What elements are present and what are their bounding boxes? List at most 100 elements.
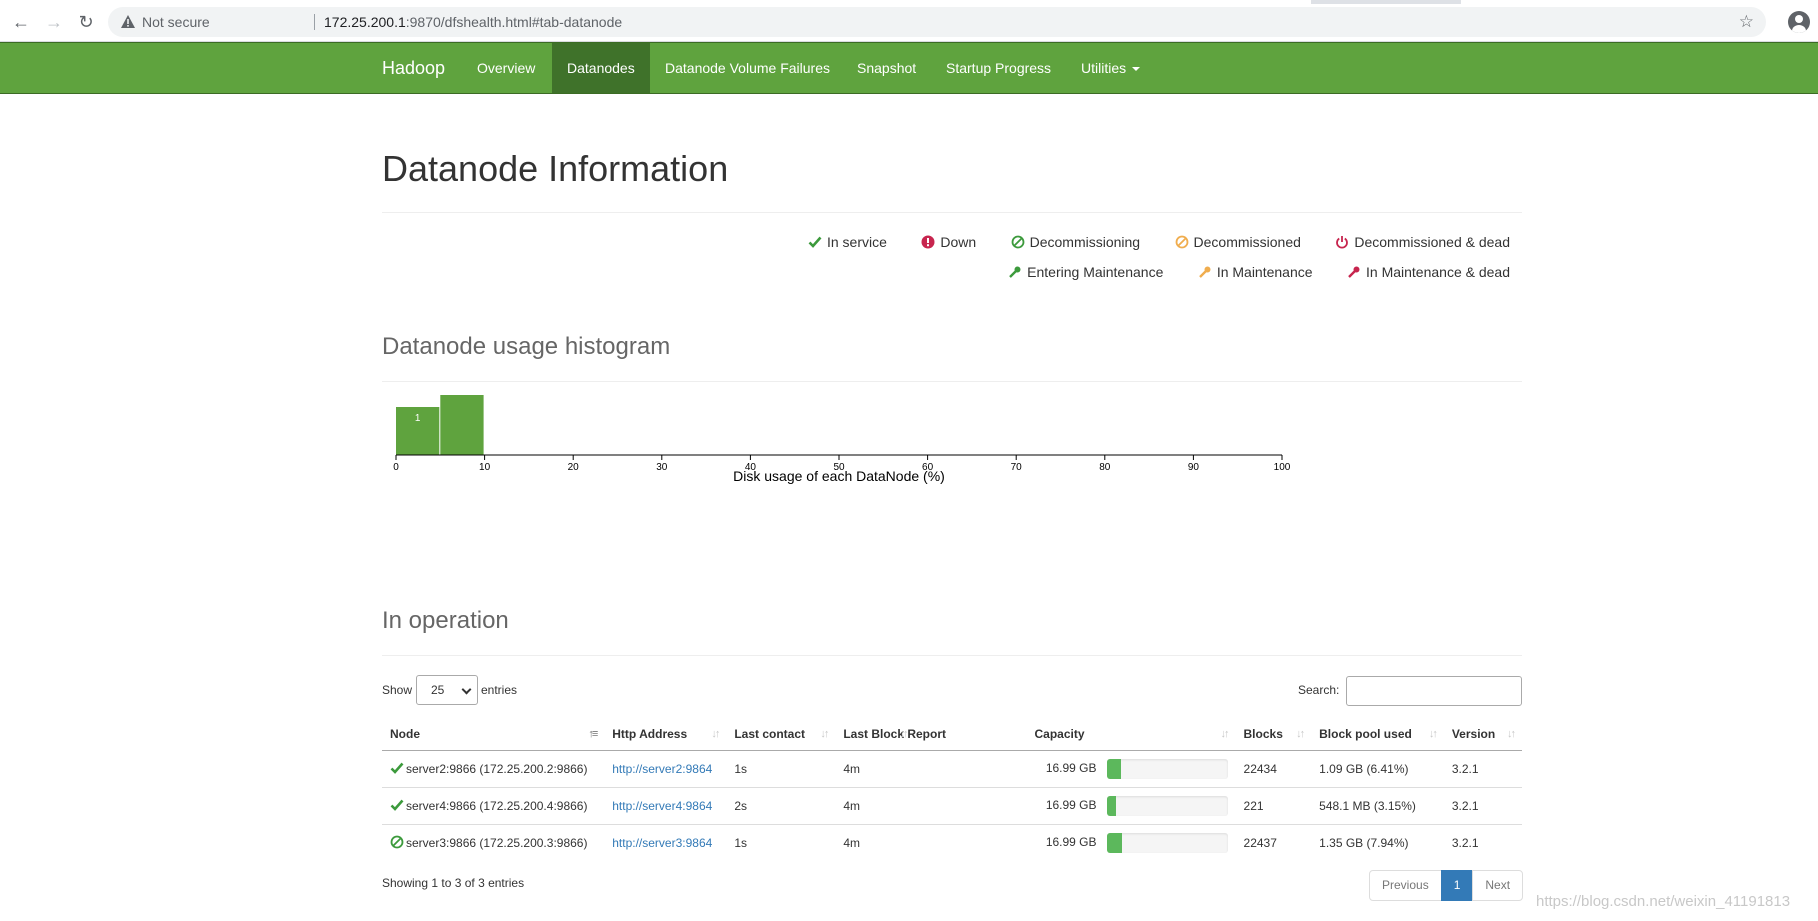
blocks-cell: 22434 [1243, 761, 1277, 776]
page-length-select[interactable]: 25 [416, 675, 478, 705]
sort-icon: ↓↑ [711, 728, 720, 740]
sort-icon: ↓↑ [1296, 728, 1305, 740]
next-button[interactable]: Next [1472, 870, 1524, 901]
usage-histogram: 120102030405060708090100Disk usage of ea… [393, 395, 1291, 484]
col-last-contact[interactable]: Last contact ↓↑ [726, 718, 836, 751]
node-name: server2:9866 (172.25.200.2:9866) [406, 762, 588, 776]
nav-utilities-label: Utilities [1081, 60, 1127, 76]
url-text[interactable]: 172.25.200.1:9870/dfshealth.html#tab-dat… [324, 14, 622, 30]
legend-row-2: Entering Maintenance In Maintenance In M… [978, 263, 1510, 283]
nav-datanode-volume-failures[interactable]: Datanode Volume Failures [665, 60, 830, 76]
histogram-tick-label: 60 [922, 462, 934, 473]
capacity-cell: 16.99 GB [1026, 823, 1236, 861]
entries-label: entries [481, 683, 518, 697]
page-title: Datanode Information [382, 148, 729, 189]
nav-overview[interactable]: Overview [477, 60, 536, 76]
legend-down: Down [921, 234, 976, 250]
browser-toolbar: ← → ↻ Not secure 172.25.200.1:9870/dfshe… [0, 0, 1818, 42]
bookmark-star-icon[interactable]: ☆ [1738, 12, 1754, 31]
sort-icon: ↓↑ [1220, 728, 1230, 740]
http-cell: http://server3:9864 [604, 823, 727, 861]
profile-icon[interactable] [1788, 11, 1810, 33]
node-cell: server4:9866 (172.25.200.4:9866) [382, 786, 605, 824]
col-label: Http Address [612, 726, 688, 741]
nav-startup-progress[interactable]: Startup Progress [946, 60, 1052, 76]
col-label: Node [390, 726, 420, 741]
version-cell: 3.2.1 [1443, 823, 1522, 861]
legend-label: Decommissioning [1029, 233, 1141, 250]
legend-label: Down [940, 233, 977, 250]
col-version[interactable]: Version ↓↑ [1443, 718, 1522, 751]
sort-ascending-icon: ↑≡ [588, 728, 598, 740]
histogram-tick-label: 40 [745, 462, 757, 473]
histogram-tick-label: 30 [656, 462, 668, 473]
page-length-value: 25 [431, 683, 445, 697]
legend-decommissioning: Decommissioning [1011, 234, 1140, 250]
legend-in-service: In service [808, 234, 887, 250]
forward-arrow-icon[interactable]: → [45, 12, 63, 32]
check-icon [390, 762, 404, 774]
back-arrow-icon[interactable]: ← [12, 12, 30, 32]
warning-icon [121, 15, 135, 28]
histogram-divider [382, 381, 1522, 382]
http-address-link[interactable]: http://server4:9864 [612, 798, 713, 813]
previous-button[interactable]: Previous [1369, 870, 1442, 901]
node-cell: server2:9866 (172.25.200.2:9866) [382, 750, 604, 787]
http-address-link[interactable]: http://server2:9864 [612, 761, 713, 776]
legend-label: Decommissioned & dead [1354, 233, 1510, 250]
col-capacity[interactable]: Capacity ↓↑ [1026, 718, 1236, 751]
block-pool-used-cell: 548.1 MB (3.15%) [1311, 786, 1444, 824]
col-blocks[interactable]: Blocks ↓↑ [1235, 718, 1312, 751]
table-info: Showing 1 to 3 of 3 entries [382, 876, 525, 890]
url-host: 172.25.200.1 [324, 14, 406, 30]
address-bar[interactable]: Not secure 172.25.200.1:9870/dfshealth.h… [108, 7, 1766, 37]
col-http-address[interactable]: Http Address ↓↑ [604, 718, 727, 751]
col-label: Block pool used [1319, 726, 1412, 741]
wrench-icon [1348, 266, 1360, 278]
table-row: server2:9866 (172.25.200.2:9866) http://… [382, 750, 1522, 787]
histogram-bar-label: 1 [415, 413, 421, 424]
nav-snapshot[interactable]: Snapshot [857, 60, 917, 76]
capacity-value: 16.99 GB [1045, 834, 1097, 849]
check-icon [390, 799, 404, 811]
col-last-block-report[interactable]: Last Block Report ↓↑ [835, 718, 1027, 751]
nav-datanodes[interactable]: Datanodes [552, 43, 650, 93]
pagination: Previous 1 Next [1369, 870, 1524, 901]
legend-entering-maintenance: Entering Maintenance [1008, 264, 1163, 280]
histogram-tick-label: 100 [1274, 462, 1291, 473]
histogram-title: Datanode usage histogram [382, 333, 671, 360]
wrench-icon [1198, 266, 1211, 278]
navbar-brand[interactable]: Hadoop [382, 58, 446, 78]
table-row: server3:9866 (172.25.200.3:9866) http://… [382, 823, 1522, 861]
legend-label: In Maintenance & dead [1366, 263, 1510, 280]
wrench-icon [1009, 266, 1021, 278]
capacity-value: 16.99 GB [1045, 760, 1097, 775]
ban-icon [390, 835, 404, 849]
http-cell: http://server2:9864 [604, 750, 726, 787]
capacity-progress-bar [1106, 758, 1228, 779]
security-label[interactable]: Not secure [142, 14, 210, 30]
watermark: https://blog.csdn.net/weixin_41191813 [1536, 893, 1791, 910]
col-node[interactable]: Node ↑≡ [382, 718, 605, 751]
search-input[interactable] [1346, 676, 1522, 706]
page-1-button[interactable]: 1 [1440, 870, 1474, 901]
check-icon [808, 236, 822, 248]
col-label: Version [1451, 726, 1496, 741]
legend-row-1: In service Down Decommissioning Decommis… [778, 233, 1510, 253]
histogram-bar [440, 395, 484, 455]
chevron-down-icon [461, 684, 472, 695]
reload-icon[interactable]: ↻ [78, 12, 94, 32]
histogram-tick-label: 80 [1099, 462, 1111, 473]
histogram-x-label: Disk usage of each DataNode (%) [733, 468, 945, 484]
legend-label: In Maintenance [1216, 263, 1313, 280]
col-block-pool-used[interactable]: Block pool used ↓↑ [1311, 718, 1444, 751]
version-cell: 3.2.1 [1451, 761, 1479, 776]
datanode-table: Node ↑≡ Http Address ↓↑ Last contact ↓↑ Las… [382, 718, 1522, 861]
sort-icon: ↓↑ [1507, 728, 1516, 740]
col-label: Last contact [734, 726, 806, 741]
http-address-link[interactable]: http://server3:9864 [612, 835, 713, 850]
nav-utilities-dropdown[interactable]: Utilities [1066, 43, 1155, 93]
capacity-cell: 16.99 GB [1027, 750, 1236, 787]
capacity-cell: 16.99 GB [1026, 786, 1236, 824]
capacity-progress-fill [1106, 832, 1123, 853]
